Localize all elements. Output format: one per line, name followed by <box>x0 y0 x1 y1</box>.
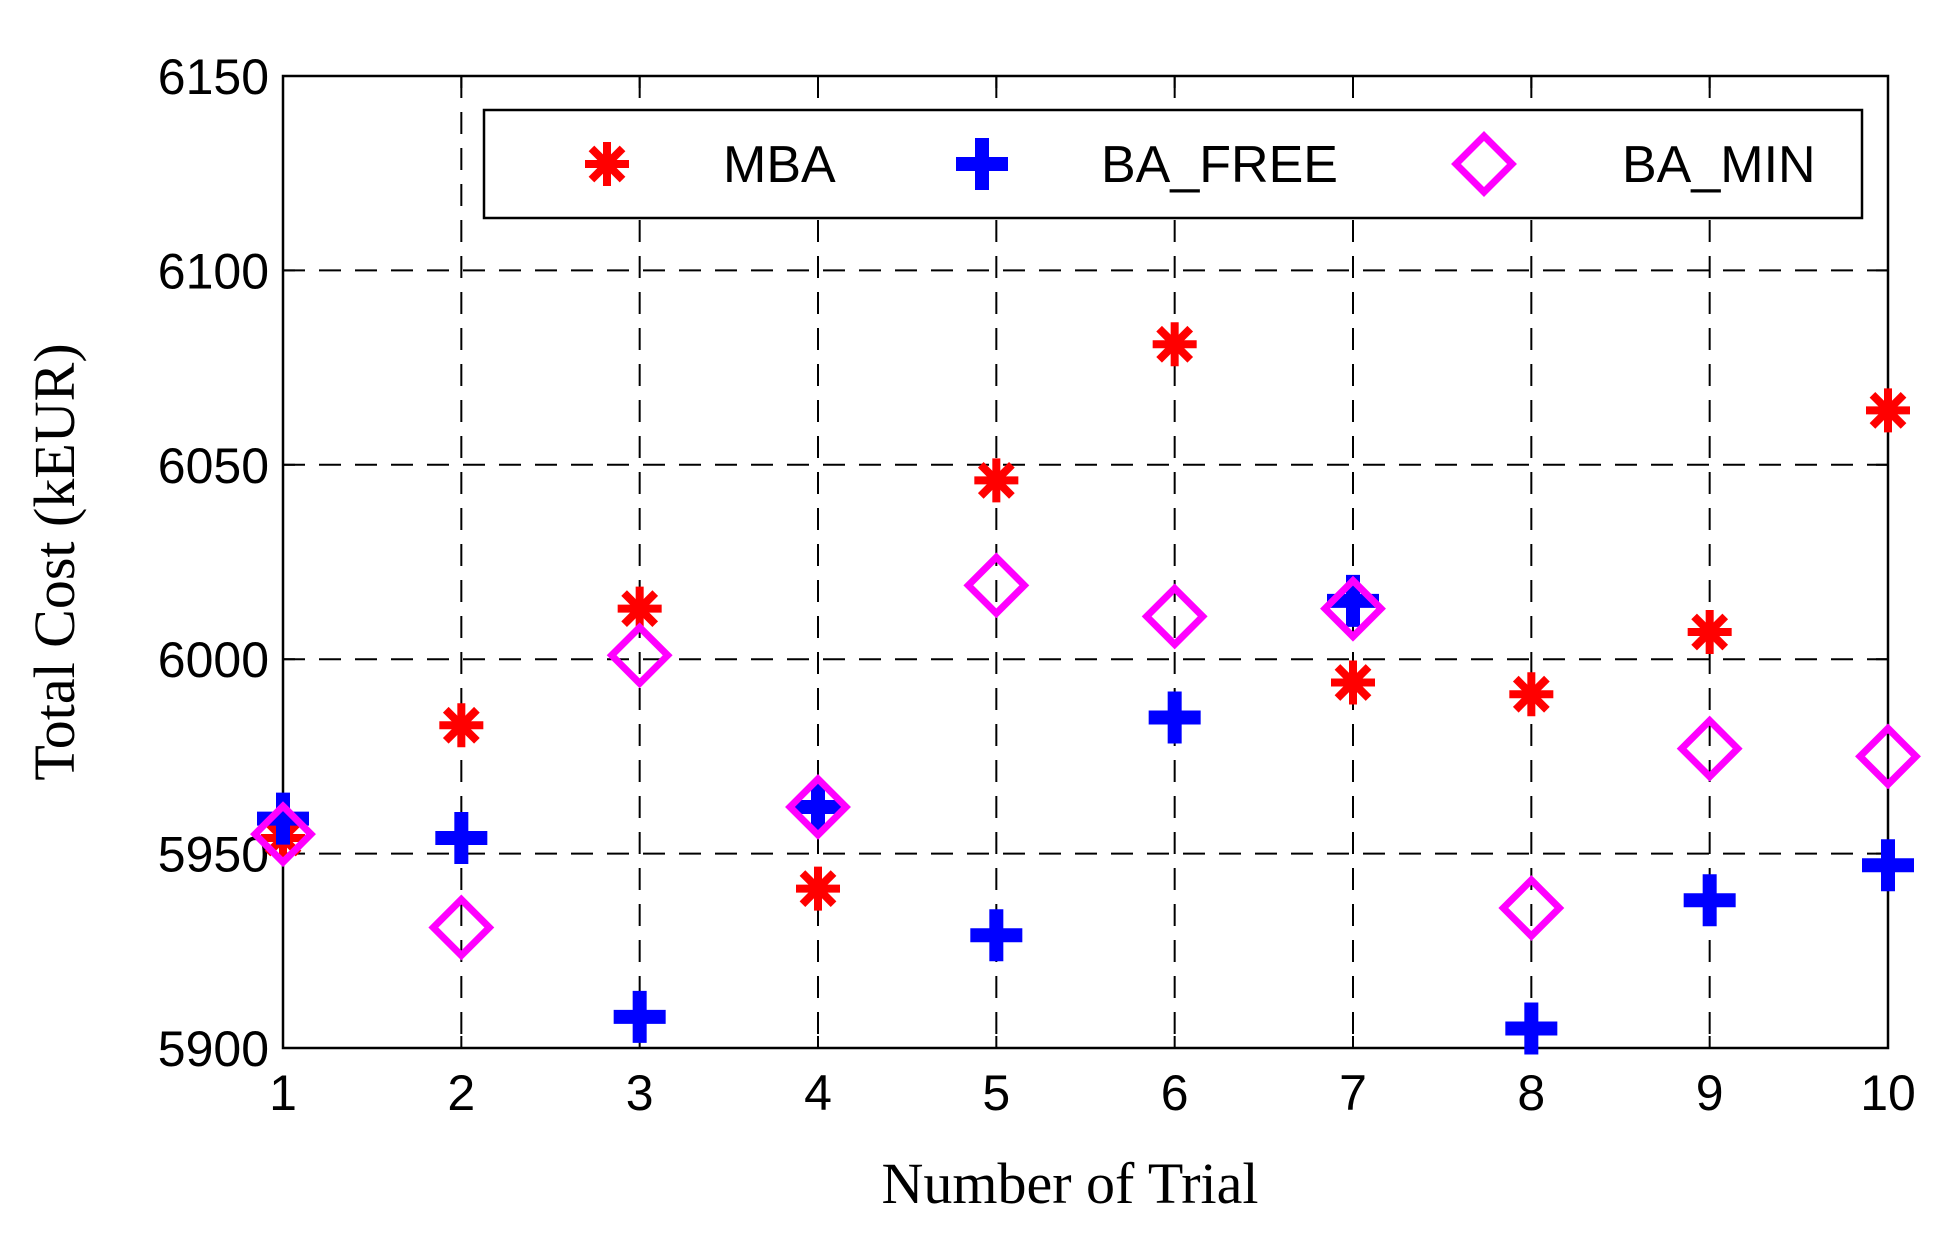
y-tick-label: 6000 <box>158 632 269 688</box>
point-ba-free <box>970 909 1023 962</box>
point-ba-min <box>1141 583 1208 650</box>
legend-label: BA_FREE <box>1101 136 1338 194</box>
point-ba-min <box>1855 723 1921 790</box>
x-tick-label: 4 <box>804 1065 832 1121</box>
plot-frame <box>281 74 1890 1050</box>
point-ba-min <box>606 622 673 689</box>
y-tick-labels: 5900 5950 6000 6050 6100 6150 <box>158 49 269 1077</box>
axis-ticks <box>282 75 1889 1049</box>
x-tick-label: 9 <box>1696 1065 1724 1121</box>
x-axis-label: Number of Trial <box>882 1151 1259 1216</box>
point-mba <box>1866 388 1910 433</box>
point-ba-min <box>785 773 851 840</box>
x-tick-label: 3 <box>626 1065 654 1121</box>
point-mba <box>1331 660 1375 705</box>
x-tick-label: 8 <box>1517 1065 1545 1121</box>
legend-marker-ba-free <box>956 138 1008 190</box>
point-ba-free <box>1862 839 1914 892</box>
y-tick-label: 5900 <box>158 1021 269 1077</box>
x-tick-label: 5 <box>982 1065 1010 1121</box>
point-mba <box>974 458 1019 503</box>
point-ba-min <box>963 552 1030 619</box>
point-ba-free <box>792 780 844 833</box>
y-axis-label: Total Cost (kEUR) <box>22 343 87 780</box>
y-tick-label: 6100 <box>158 243 269 299</box>
point-mba <box>439 703 484 748</box>
y-tick-label: 5950 <box>158 827 269 883</box>
x-tick-label: 6 <box>1161 1065 1189 1121</box>
y-tick-label: 6150 <box>158 49 269 105</box>
data-points <box>250 322 1921 1055</box>
point-ba-min <box>1498 875 1565 941</box>
legend-box <box>482 108 1864 220</box>
y-tick-label: 6050 <box>158 438 269 494</box>
point-ba-free <box>613 990 666 1043</box>
point-ba-min <box>428 894 495 961</box>
point-ba-free <box>1148 691 1201 744</box>
legend-marker-ba-min <box>1451 131 1517 197</box>
x-tick-label: 10 <box>1860 1065 1916 1121</box>
point-ba-min <box>1320 575 1386 642</box>
x-tick-label: 1 <box>269 1065 297 1121</box>
point-ba-free <box>435 812 488 865</box>
x-tick-labels: 1 2 3 4 5 6 7 8 9 10 <box>269 1065 1916 1121</box>
point-ba-free <box>1683 874 1736 927</box>
point-mba <box>1687 609 1732 654</box>
x-tick-label: 2 <box>447 1065 475 1121</box>
legend-marker-mba <box>585 142 629 186</box>
point-ba-min <box>250 801 316 868</box>
legend: MBA BA_FREE BA_MIN <box>482 108 1864 220</box>
point-mba <box>1152 322 1197 367</box>
x-tick-label: 7 <box>1339 1065 1367 1121</box>
point-ba-min <box>1676 715 1743 782</box>
point-mba <box>1509 672 1554 717</box>
legend-label: BA_MIN <box>1622 136 1816 194</box>
legend-label: MBA <box>723 136 836 194</box>
grid-lines <box>283 76 1888 1048</box>
point-ba-free <box>1505 1002 1558 1055</box>
point-mba <box>796 866 840 911</box>
